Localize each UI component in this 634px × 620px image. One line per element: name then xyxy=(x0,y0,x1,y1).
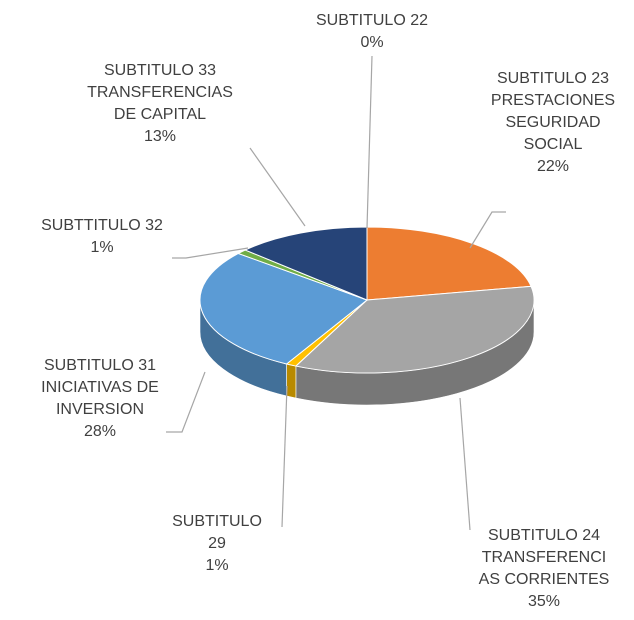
label-line: TRANSFERENCI xyxy=(482,549,606,566)
leader-line xyxy=(281,385,288,528)
slice xyxy=(199,252,369,365)
label-line: AS CORRIENTES xyxy=(479,571,610,588)
data-label-value: 22% xyxy=(537,158,569,175)
leader-line xyxy=(166,371,206,433)
data-label-name: SUBTTITULO 32 xyxy=(41,217,163,234)
label-line: SUBTTITULO 32 xyxy=(41,217,163,234)
label-line: SUBTITULO 24 xyxy=(488,527,600,544)
data-label-value: 1% xyxy=(90,239,113,256)
label-line: SUBTITULO 33 xyxy=(104,62,216,79)
label-line: TRANSFERENCIAS xyxy=(87,84,233,101)
leader-line xyxy=(469,211,506,249)
label-line: INVERSION xyxy=(56,401,144,418)
data-label-value: 35% xyxy=(528,593,560,610)
leader-line xyxy=(366,55,373,229)
slice xyxy=(294,285,535,374)
data-label-name: SUBTITULO 29 xyxy=(172,513,262,552)
label-line: SUBTITULO 31 xyxy=(44,357,156,374)
label-line: PRESTACIONES xyxy=(491,92,615,109)
leader-line xyxy=(172,247,249,259)
label-line: DE CAPITAL xyxy=(114,106,206,123)
data-label-name: SUBTITULO 24 TRANSFERENCI AS CORRIENTES xyxy=(479,527,610,588)
leader-line xyxy=(249,147,306,227)
data-label-value: 0% xyxy=(360,34,383,51)
label-line: SUBTITULO 23 xyxy=(497,70,609,87)
data-label-value: 1% xyxy=(205,557,228,574)
data-label-name: SUBTITULO 22 xyxy=(316,12,428,29)
data-label-name: SUBTITULO 31 INICIATIVAS DE INVERSION xyxy=(41,357,159,418)
label-line: SEGURIDAD xyxy=(505,114,600,131)
leader-line xyxy=(459,397,471,531)
slice-side xyxy=(286,363,297,399)
slice xyxy=(366,226,532,301)
label-line: 29 xyxy=(208,535,226,552)
label-line: SUBTITULO 22 xyxy=(316,12,428,29)
label-line: SOCIAL xyxy=(524,136,583,153)
data-label-value: 13% xyxy=(144,128,176,145)
data-label-name: SUBTITULO 23 PRESTACIONES SEGURIDAD SOCIAL xyxy=(491,70,615,153)
data-label-name: SUBTITULO 33 TRANSFERENCIAS DE CAPITAL xyxy=(87,62,233,123)
label-line: INICIATIVAS DE xyxy=(41,379,159,396)
slice xyxy=(244,226,368,301)
data-label-value: 28% xyxy=(84,423,116,440)
label-line: SUBTITULO xyxy=(172,513,262,530)
